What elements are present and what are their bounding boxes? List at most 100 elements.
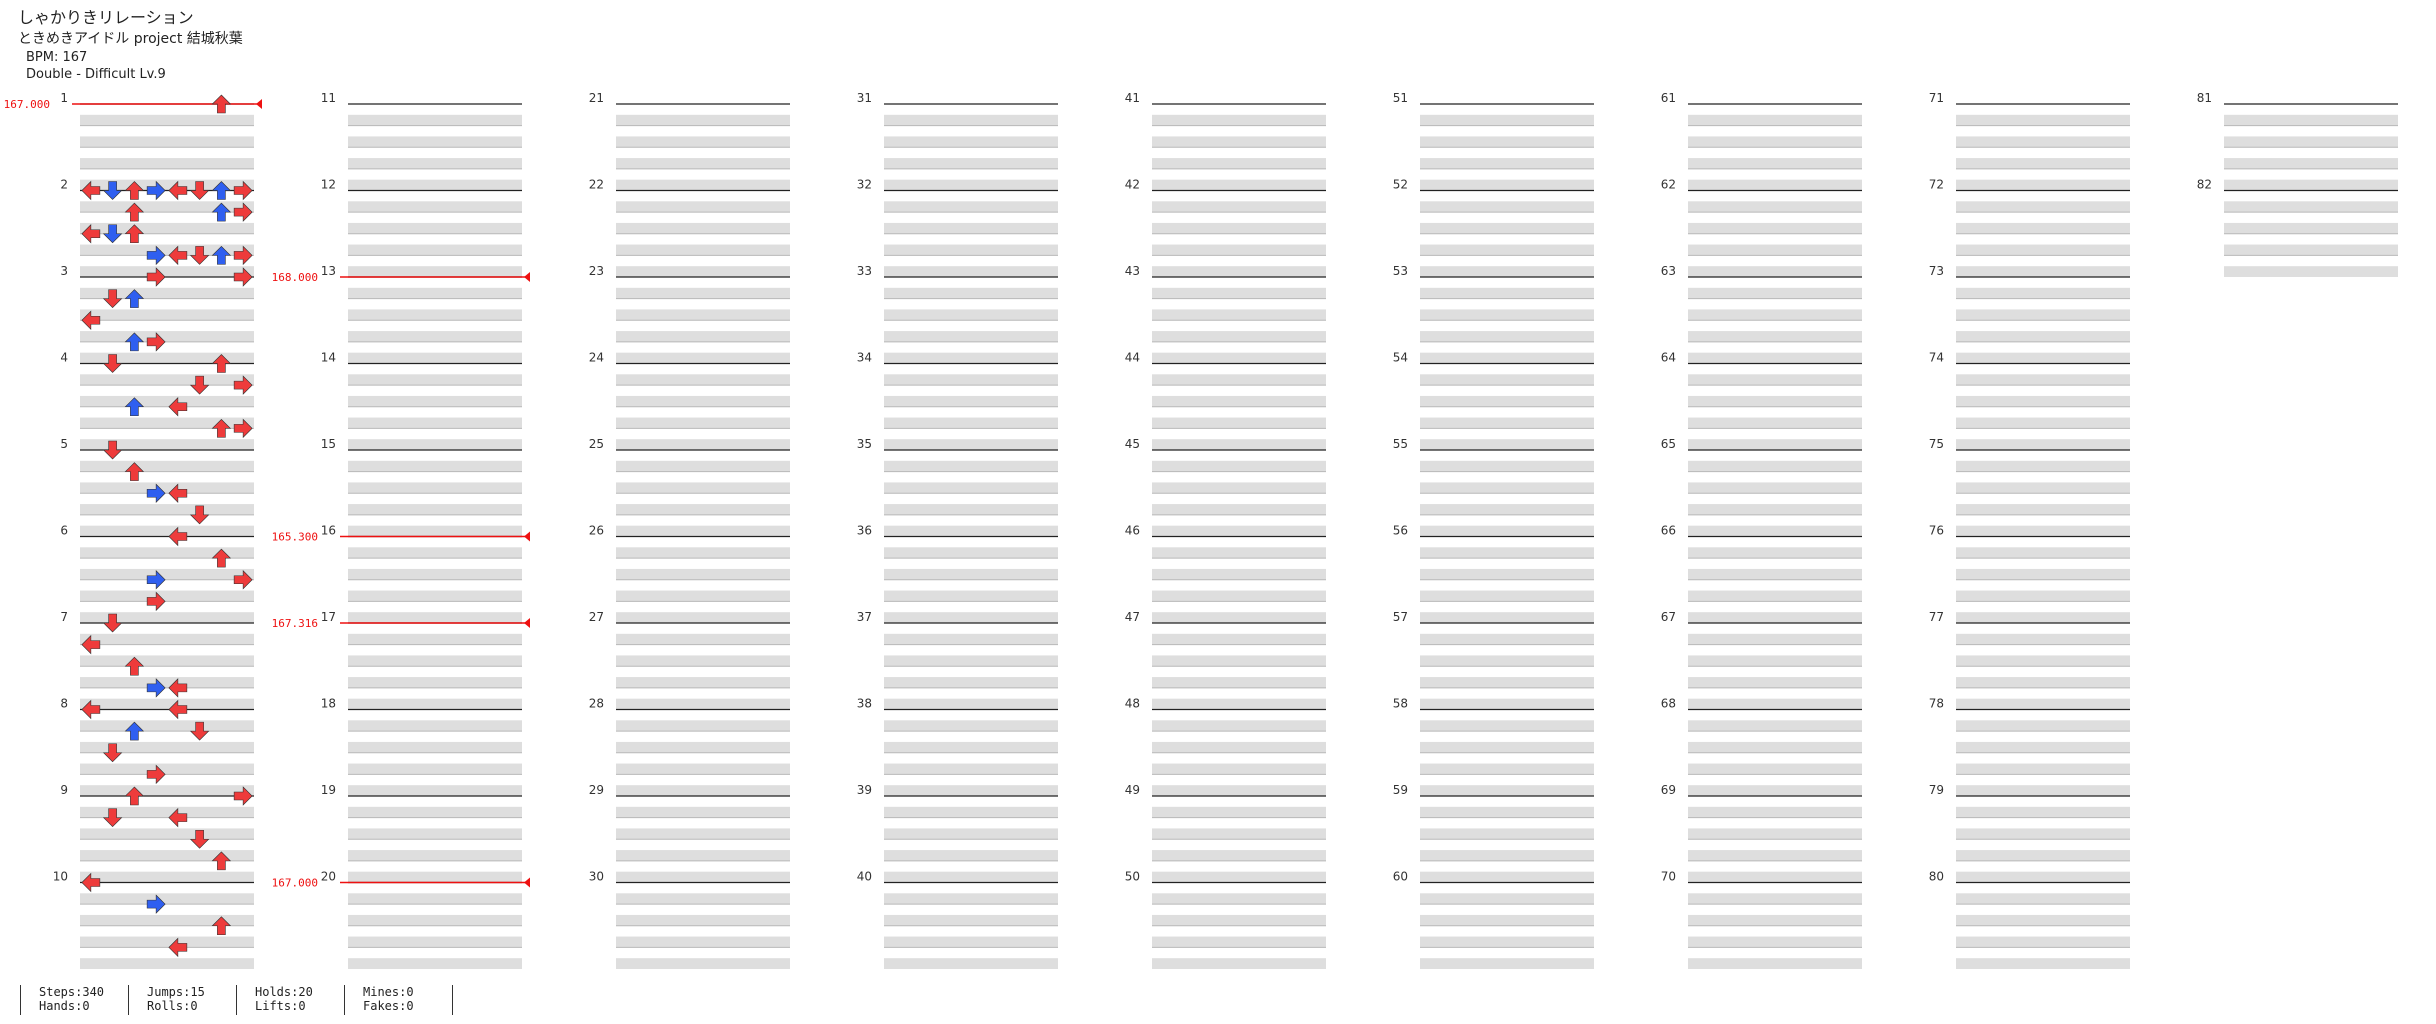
beat-stripe xyxy=(884,201,1058,213)
beat-stripe xyxy=(348,806,522,818)
stat-mines: Mines:0 xyxy=(363,985,414,999)
measure-number: 28 xyxy=(589,697,604,711)
step-arrow xyxy=(168,245,188,266)
beat-stripe xyxy=(1956,222,2130,234)
beat-stripe xyxy=(616,568,790,580)
beat-stripe xyxy=(616,309,790,321)
measure-number: 3 xyxy=(60,264,68,278)
beat-stripe xyxy=(2224,136,2398,148)
beat-stripe xyxy=(2224,201,2398,213)
bpm-change-marker xyxy=(256,99,262,109)
beat-stripe xyxy=(884,352,1058,364)
beat-stripe xyxy=(1420,352,1594,364)
beat-stripe xyxy=(616,633,790,645)
measure-number: 1 xyxy=(60,91,68,105)
beat-stripe xyxy=(1956,893,2130,905)
step-arrow xyxy=(233,570,253,590)
beat-stripe xyxy=(348,936,522,948)
stat-fakes: Fakes:0 xyxy=(363,999,414,1013)
beat-stripe xyxy=(884,525,1058,537)
step-arrow xyxy=(233,267,253,287)
measure-number: 73 xyxy=(1929,264,1944,278)
beat-stripe xyxy=(1956,395,2130,407)
beat-stripe xyxy=(1956,266,2130,277)
beat-stripe xyxy=(348,482,522,494)
step-arrow xyxy=(211,418,232,438)
beat-stripe xyxy=(1420,158,1594,169)
beat-stripe xyxy=(1420,568,1594,580)
step-arrow xyxy=(124,397,145,417)
beat-stripe xyxy=(348,417,522,429)
beat-stripe xyxy=(80,374,254,386)
beat-stripe xyxy=(1956,633,2130,645)
beat-stripe xyxy=(1420,395,1594,407)
measure-number: 33 xyxy=(857,264,872,278)
beat-stripe xyxy=(884,547,1058,559)
measure-number: 62 xyxy=(1661,178,1676,192)
step-arrow xyxy=(102,440,123,460)
stat-jumps: Jumps:15 xyxy=(147,985,205,999)
beat-stripe xyxy=(1420,547,1594,559)
beat-stripe xyxy=(1152,374,1326,386)
beat-stripe xyxy=(1956,806,2130,818)
beat-stripe xyxy=(1420,374,1594,386)
measure-number: 55 xyxy=(1393,437,1408,451)
beat-stripe xyxy=(1688,633,1862,645)
step-arrow xyxy=(81,180,101,201)
beat-stripe xyxy=(616,331,790,342)
beat-stripe xyxy=(616,677,790,688)
step-arrow xyxy=(189,181,210,200)
bpm-change-label: 165.300 xyxy=(272,531,318,544)
beat-stripe xyxy=(1420,460,1594,472)
measure-number: 52 xyxy=(1393,178,1408,192)
beat-stripe xyxy=(884,677,1058,688)
measure-number: 61 xyxy=(1661,91,1676,105)
beat-stripe xyxy=(884,612,1058,623)
measure-number: 63 xyxy=(1661,264,1676,278)
beat-stripe xyxy=(1688,309,1862,321)
beat-stripe xyxy=(348,568,522,580)
beat-stripe xyxy=(80,482,254,494)
beat-stripe xyxy=(348,287,522,299)
step-arrow xyxy=(168,807,188,828)
beat-stripe xyxy=(616,958,790,969)
beat-stripe xyxy=(348,720,522,732)
beat-stripe xyxy=(1420,850,1594,861)
beat-stripe xyxy=(616,914,790,926)
beat-stripe xyxy=(1956,612,2130,623)
beat-stripe xyxy=(616,655,790,667)
beat-stripe xyxy=(1688,482,1862,494)
beat-stripe xyxy=(348,525,522,537)
beat-stripe xyxy=(80,547,254,559)
step-arrow xyxy=(146,245,166,266)
beat-stripe xyxy=(616,741,790,753)
beat-stripe xyxy=(1688,331,1862,342)
measure-number: 82 xyxy=(2197,178,2212,192)
beat-stripe xyxy=(616,352,790,364)
beat-stripe xyxy=(1688,222,1862,234)
beat-stripe xyxy=(1420,222,1594,234)
beat-stripe xyxy=(884,395,1058,407)
song-subtitle: ときめきアイドル project 結城秋葉 xyxy=(18,31,243,47)
beat-stripe xyxy=(1152,287,1326,299)
beat-stripe xyxy=(1152,850,1326,861)
beat-stripe xyxy=(1420,828,1594,840)
measure-number: 26 xyxy=(589,524,604,538)
step-arrow xyxy=(168,526,188,547)
beat-stripe xyxy=(80,439,254,450)
measure-number: 67 xyxy=(1661,610,1676,624)
beat-stripe xyxy=(1688,136,1862,148)
step-arrow xyxy=(102,224,123,244)
beat-stripe xyxy=(1420,763,1594,775)
beat-stripe xyxy=(2224,266,2398,277)
measure-number: 9 xyxy=(60,783,68,797)
beat-stripe xyxy=(1688,936,1862,948)
measure-number: 38 xyxy=(857,697,872,711)
beat-stripe xyxy=(1152,136,1326,148)
beat-stripe xyxy=(616,547,790,559)
beat-stripe xyxy=(80,720,254,732)
beat-stripe xyxy=(80,136,254,148)
bpm-change-label: 167.000 xyxy=(4,98,50,111)
beat-stripe xyxy=(1152,763,1326,775)
step-arrow xyxy=(168,483,188,503)
